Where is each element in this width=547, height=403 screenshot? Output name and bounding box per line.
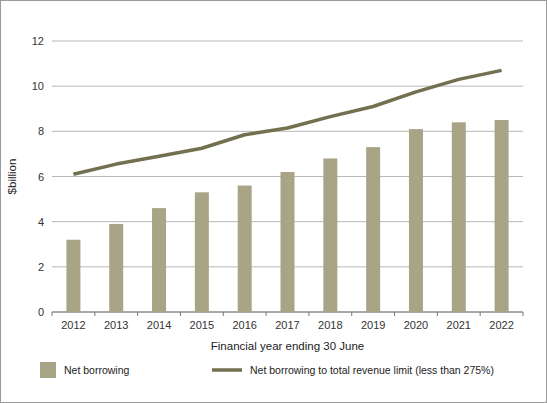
legend-label: Net borrowing to total revenue limit (le… [250, 364, 494, 376]
bar [195, 192, 209, 312]
y-tick-label: 4 [38, 216, 44, 228]
x-tick-label: 2012 [61, 319, 85, 331]
x-axis-title: Financial year ending 30 June [211, 340, 364, 352]
legend-swatch [40, 362, 56, 378]
y-axis-title: $billion [6, 159, 18, 195]
y-tick-label: 8 [38, 125, 44, 137]
x-tick-label: 2017 [275, 319, 299, 331]
y-tick-label: 0 [38, 306, 44, 318]
x-tick-label: 2013 [104, 319, 128, 331]
bar [66, 240, 80, 312]
x-tick [94, 312, 95, 316]
x-tick-label: 2019 [361, 319, 385, 331]
x-tick-label: 2018 [318, 319, 342, 331]
bar [152, 208, 166, 312]
x-tick-label: 2020 [404, 319, 428, 331]
chart: 0 2 4 6 8 10 12 2012 2013 2014 2015 2016 2017 2018 201… [0, 0, 547, 403]
x-tick [437, 312, 438, 316]
x-tick [394, 312, 395, 316]
x-tick-label: 2021 [447, 319, 471, 331]
bar [366, 147, 380, 312]
x-tick [180, 312, 181, 316]
y-tick-label: 6 [38, 171, 44, 183]
bar [323, 158, 337, 312]
frame [1, 1, 547, 403]
y-tick-label: 2 [38, 261, 44, 273]
plot-area [66, 70, 508, 312]
x-tick [351, 312, 352, 316]
grid-line [52, 41, 523, 42]
bar [238, 186, 252, 312]
x-tick [52, 312, 53, 316]
x-tick-label: 2014 [147, 319, 171, 331]
bar [109, 224, 123, 312]
x-tick [223, 312, 224, 316]
x-tick [266, 312, 267, 316]
legend-label: Net borrowing [64, 364, 130, 376]
legend-swatch [212, 368, 242, 372]
x-tick-label: 2016 [232, 319, 256, 331]
y-tick-label: 10 [32, 80, 44, 92]
line [73, 70, 501, 174]
x-tick [308, 312, 309, 316]
bar [495, 120, 509, 312]
x-tick [137, 312, 138, 316]
x-tick [523, 312, 524, 316]
x-tick-label: 2015 [190, 319, 214, 331]
x-tick-label: 2022 [489, 319, 513, 331]
grid-line [52, 86, 523, 87]
y-tick-label: 12 [32, 35, 44, 47]
x-tick [480, 312, 481, 316]
bar [281, 172, 295, 312]
bar [409, 129, 423, 312]
bar [452, 122, 466, 312]
